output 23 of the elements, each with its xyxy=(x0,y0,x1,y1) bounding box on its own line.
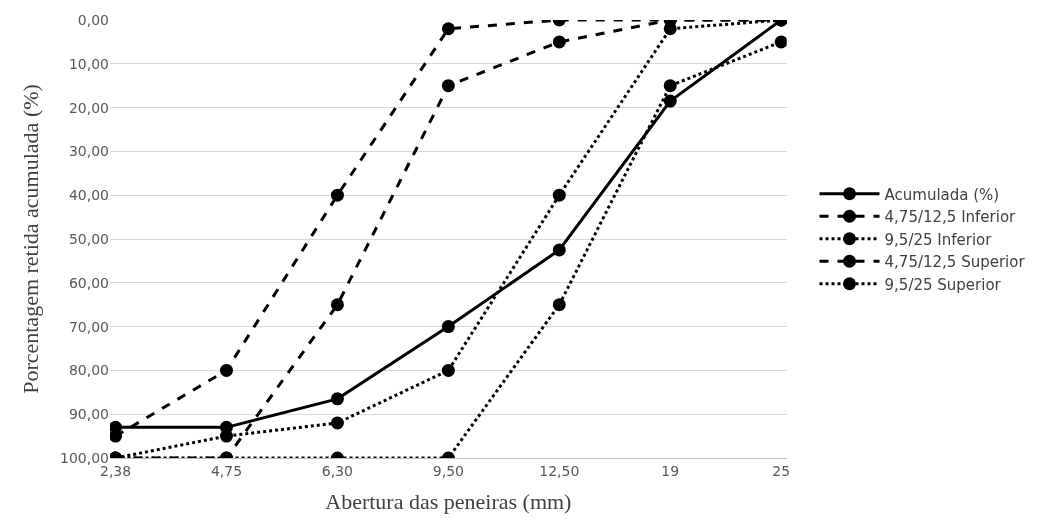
legend-label: 4,75/12,5 Inferior xyxy=(884,208,1017,227)
legend-label: 9,5/25 Inferior xyxy=(884,230,993,249)
y-tick-label: 30,00 xyxy=(68,143,109,160)
y-tick-label: 20,00 xyxy=(68,99,109,116)
y-tick-label: 0,00 xyxy=(77,11,109,28)
y-tick-label: 40,00 xyxy=(68,187,109,204)
x-tick-label: 6,30 xyxy=(321,462,354,479)
y-tick-label: 10,00 xyxy=(68,55,109,72)
x-tick-label: 12,50 xyxy=(539,462,580,479)
x-tick-label: 9,50 xyxy=(432,462,464,479)
legend-label: 4,75/12,5 Superior xyxy=(884,253,1026,272)
x-axis-title: Abertura das peneiras (mm) xyxy=(325,488,572,514)
x-tick-label: 4,75 xyxy=(210,462,243,479)
y-axis-title: Porcentagem retida acumulada (%) xyxy=(17,84,43,394)
y-tick-label: 60,00 xyxy=(68,274,109,291)
y-tick-label: 80,00 xyxy=(68,362,109,379)
y-tick-label: 70,00 xyxy=(68,318,109,335)
y-tick-label: 50,00 xyxy=(68,230,109,247)
legend-label: 9,5/25 Superior xyxy=(884,275,1002,294)
x-tick-label: 19 xyxy=(661,462,680,479)
y-tick-label: 90,00 xyxy=(68,406,109,423)
legend-label: Acumulada (%) xyxy=(884,185,1000,204)
x-tick-label: 25 xyxy=(772,462,791,479)
